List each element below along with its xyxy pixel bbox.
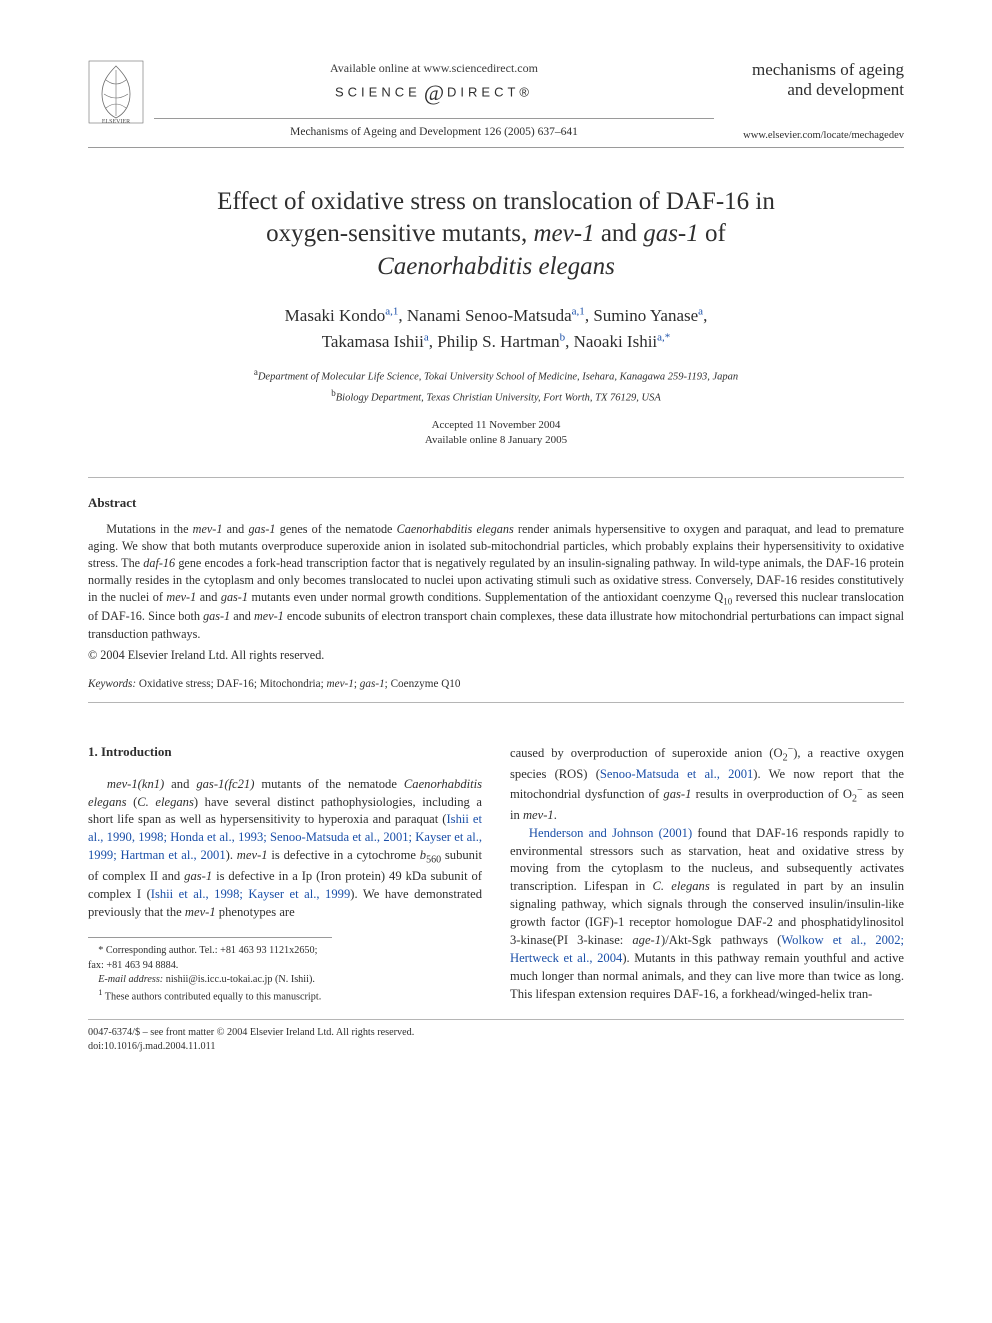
page-header: ELSEVIER Available online at www.science… (88, 60, 904, 143)
elsevier-logo: ELSEVIER (88, 60, 144, 131)
article-title: Effect of oxidative stress on translocat… (88, 186, 904, 284)
body-columns: 1. Introduction mev-1(kn1) and gas-1(fc2… (88, 743, 904, 1005)
author: Masaki Kondo (285, 306, 386, 325)
journal-brand: mechanisms of ageing and development (724, 60, 904, 101)
footer-copyright: 0047-6374/$ – see front matter © 2004 El… (88, 1026, 904, 1040)
header-right: mechanisms of ageing and development www… (724, 60, 904, 143)
intro-para-1: mev-1(kn1) and gas-1(fc21) mutants of th… (88, 776, 482, 922)
footnotes: * Corresponding author. Tel.: +81 463 93… (88, 937, 332, 1005)
affil-link[interactable]: a,1 (385, 306, 398, 318)
journal-url: www.elsevier.com/locate/mechagedev (724, 129, 904, 143)
abstract-bottom-rule (88, 702, 904, 703)
header-center: Available online at www.sciencedirect.co… (154, 60, 714, 140)
corresponding-author: * Corresponding author. Tel.: +81 463 93… (88, 944, 332, 958)
affil-link[interactable]: a (424, 331, 429, 343)
affil-link[interactable]: a,* (657, 331, 670, 343)
contrib-note: 1 These authors contributed equally to t… (88, 987, 332, 1005)
author-list: Masaki Kondoa,1, Nanami Senoo-Matsudaa,1… (88, 303, 904, 354)
keywords: Keywords: Oxidative stress; DAF-16; Mito… (88, 677, 904, 692)
intro-heading: 1. Introduction (88, 743, 482, 761)
online-date: Available online 8 January 2005 (88, 433, 904, 448)
header-rule (154, 118, 714, 119)
footer-doi: doi:10.1016/j.mad.2004.11.011 (88, 1040, 904, 1054)
right-column: caused by overproduction of superoxide a… (510, 743, 904, 1005)
sciencedirect-logo: SCIENCE@DIRECT® (154, 78, 714, 108)
citation-link[interactable]: Henderson and Johnson (2001) (529, 826, 692, 840)
corresponding-fax: fax: +81 463 94 8884. (88, 959, 332, 973)
header-bottom-rule (88, 147, 904, 148)
abstract-text: Mutations in the mev-1 and gas-1 genes o… (88, 521, 904, 643)
author: Takamasa Ishii (322, 332, 424, 351)
citation-link[interactable]: Senoo-Matsuda et al., 2001 (600, 767, 753, 781)
intro-para-2: Henderson and Johnson (2001) found that … (510, 825, 904, 1004)
journal-reference: Mechanisms of Ageing and Development 126… (154, 125, 714, 141)
abstract-top-rule (88, 477, 904, 478)
affil-link[interactable]: a (698, 306, 703, 318)
author: Nanami Senoo-Matsuda (407, 306, 572, 325)
left-column: 1. Introduction mev-1(kn1) and gas-1(fc2… (88, 743, 482, 1005)
affil-link[interactable]: b (560, 331, 566, 343)
svg-text:ELSEVIER: ELSEVIER (102, 119, 130, 124)
abstract-copyright: © 2004 Elsevier Ireland Ltd. All rights … (88, 647, 904, 663)
intro-para-1-cont: caused by overproduction of superoxide a… (510, 743, 904, 825)
affil-link[interactable]: a,1 (572, 306, 585, 318)
article-dates: Accepted 11 November 2004 Available onli… (88, 418, 904, 449)
accepted-date: Accepted 11 November 2004 (88, 418, 904, 433)
affiliation-b: bBiology Department, Texas Christian Uni… (88, 387, 904, 406)
footer-rule (88, 1019, 904, 1020)
author: Sumino Yanase (593, 306, 698, 325)
abstract-heading: Abstract (88, 494, 904, 512)
keywords-label: Keywords: (88, 678, 136, 690)
citation-link[interactable]: Ishii et al., 1998; Kayser et al., 1999 (151, 887, 350, 901)
available-online-text: Available online at www.sciencedirect.co… (154, 60, 714, 76)
author: Philip S. Hartman (437, 332, 559, 351)
email-line: E-mail address: nishii@is.icc.u-tokai.ac… (88, 973, 332, 987)
author: Naoaki Ishii (574, 332, 658, 351)
affiliation-a: aDepartment of Molecular Life Science, T… (88, 366, 904, 385)
